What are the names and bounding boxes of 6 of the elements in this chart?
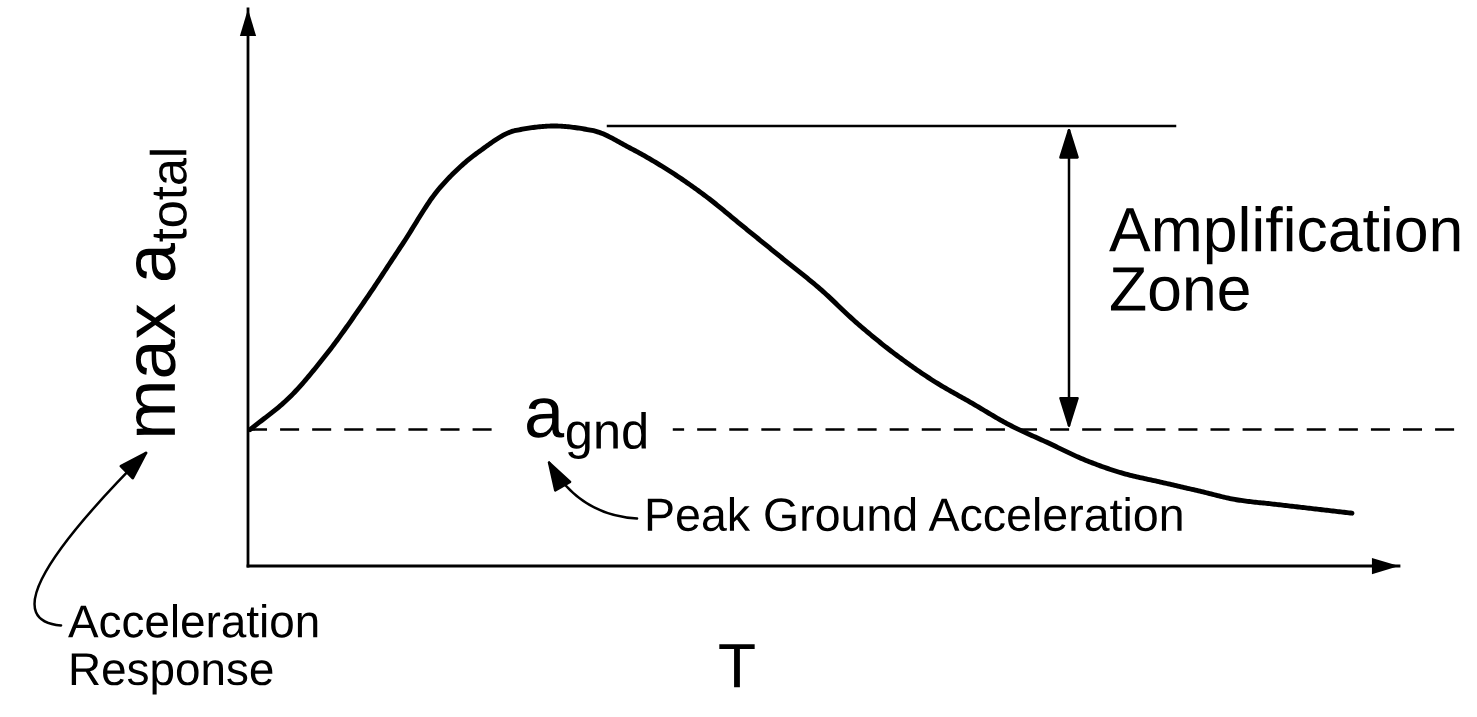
annotation: Peak Ground Acceleration xyxy=(647,497,1182,532)
y-axis-title: max a$_{total}$ xyxy=(136,150,187,435)
x-axis-title: T xyxy=(719,644,755,688)
ref-line-label: a$_{gnd}$ xyxy=(527,398,646,460)
text: Acceleration Response xyxy=(68,604,318,695)
annotation: Amplification Zone xyxy=(1109,206,1460,312)
